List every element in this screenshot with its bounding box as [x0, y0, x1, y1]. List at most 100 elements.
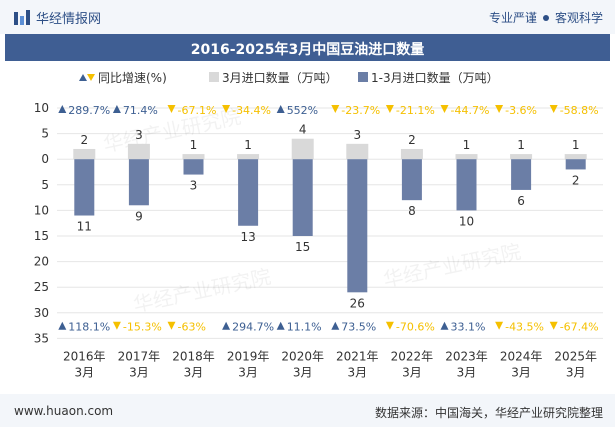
data-label-monthly: 1 [572, 138, 580, 152]
x-tick-label-month: 3月 [511, 365, 531, 379]
x-tick-label-month: 3月 [74, 365, 94, 379]
growth-label-monthly: -21.1% [396, 104, 435, 117]
y-tick-label: 0 [41, 152, 49, 166]
growth-label-monthly-up-arrow-icon [58, 105, 67, 113]
growth-label-monthly-down-arrow-icon [495, 105, 504, 113]
x-tick-label-year: 2025年 [554, 349, 597, 363]
bar-monthly [73, 148, 96, 160]
brand[interactable]: 华经情报网 [14, 8, 101, 27]
y-tick-label: 5 [41, 178, 49, 192]
growth-label-cumulative-up-arrow-icon [58, 321, 67, 330]
bar-cumulative [238, 159, 259, 226]
growth-label-monthly: -58.8% [560, 104, 599, 117]
y-tick-label: 30 [34, 306, 49, 320]
watermark-text: 华经产业研究院 [131, 264, 273, 317]
data-label-monthly: 2 [408, 133, 416, 147]
growth-label-cumulative-down-arrow-icon [549, 321, 558, 330]
tagline: 专业严谨 客观科学 [489, 9, 603, 26]
tagline-left: 专业严谨 [488, 11, 537, 25]
y-tick-label: 35 [34, 331, 49, 345]
y-tick-label: 25 [34, 280, 49, 294]
x-tick-label-year: 2023年 [445, 349, 488, 363]
growth-label-monthly-down-arrow-icon [331, 105, 340, 113]
data-label-monthly: 1 [244, 138, 252, 152]
x-tick-label-month: 3月 [457, 365, 477, 379]
bar-monthly [291, 138, 314, 160]
chart: 同比增速(%) 3月进口数量（万吨） 1-3月进口数量（万吨） 10 5 0 5 10 15 20… [34, 70, 603, 379]
data-label-cumulative: 2 [572, 173, 580, 187]
data-label-monthly: 2 [80, 133, 88, 147]
growth-label-cumulative-down-arrow-icon [385, 321, 394, 330]
bar-monthly [182, 154, 205, 160]
growth-label-monthly: 552% [287, 104, 318, 117]
growth-label-monthly: -67.1% [178, 104, 217, 117]
growth-label-monthly-down-arrow-icon [385, 105, 394, 113]
x-tick-label-month: 3月 [184, 365, 204, 379]
chart-title: 2016-2025年3月中国豆油进口数量 [190, 42, 425, 58]
bar-monthly [564, 154, 587, 160]
title-bar: 2016-2025年3月中国豆油进口数量 [5, 34, 610, 61]
growth-label-monthly: 71.4% [123, 104, 158, 117]
site-link[interactable]: www.huaon.com [14, 404, 114, 418]
bar-cumulative [74, 159, 95, 216]
growth-label-cumulative-up-arrow-icon [276, 321, 285, 330]
y-tick-label: 5 [41, 127, 49, 141]
legend-up-triangle-icon [79, 74, 87, 81]
y-tick-label: 20 [34, 255, 49, 269]
data-source: 数据来源：中国海关，华经产业研究院整理 [374, 406, 603, 420]
growth-label-monthly-up-arrow-icon [112, 105, 121, 113]
x-tick-label-month: 3月 [238, 365, 258, 379]
tagline-right: 客观科学 [554, 11, 603, 25]
y-tick-label: 10 [34, 203, 49, 217]
x-tick-label-year: 2017年 [118, 349, 161, 363]
x-tick-label-month: 3月 [293, 365, 313, 379]
data-label-monthly: 1 [517, 138, 525, 152]
growth-label-monthly: -3.6% [505, 104, 537, 117]
data-label-cumulative: 8 [408, 204, 416, 218]
x-tick-label-month: 3月 [129, 365, 149, 379]
data-label-cumulative: 10 [459, 214, 474, 228]
growth-label-cumulative: 294.7% [232, 321, 274, 334]
bar-monthly [346, 143, 369, 160]
growth-label-monthly-up-arrow-icon [276, 105, 285, 113]
top-bar: 华经情报网 专业严谨 客观科学 [0, 0, 615, 34]
x-tick-label-year: 2016年 [63, 349, 106, 363]
data-label-cumulative: 11 [77, 220, 92, 234]
growth-label-monthly: 289.7% [68, 104, 110, 117]
legend-growth-label: 同比增速(%) [98, 71, 167, 85]
bar-cumulative [347, 159, 368, 293]
bar-monthly [455, 154, 478, 160]
data-label-monthly: 4 [299, 123, 307, 137]
growth-label-cumulative: -63% [178, 321, 206, 334]
x-tick-label-month: 3月 [347, 365, 367, 379]
bar-monthly [237, 154, 260, 160]
data-label-monthly: 1 [463, 138, 471, 152]
watermark-text: 华经产业研究院 [381, 239, 523, 292]
legend-label-monthly: 3月进口数量（万吨） [222, 70, 338, 85]
bar-cumulative [128, 159, 149, 206]
legend-label-cumulative: 1-3月进口数量（万吨） [371, 70, 499, 85]
data-label-monthly: 3 [135, 128, 143, 142]
y-tick-label: 10 [34, 101, 49, 115]
bar-monthly [510, 154, 533, 160]
data-label-monthly: 3 [353, 128, 361, 142]
bar-cumulative [292, 159, 313, 236]
growth-label-monthly-down-arrow-icon [549, 105, 558, 113]
growth-label-cumulative-down-arrow-icon [495, 321, 504, 330]
x-tick-label-year: 2021年 [336, 349, 379, 363]
growth-label-cumulative: -70.6% [396, 321, 435, 334]
growth-label-cumulative-up-arrow-icon [331, 321, 340, 330]
growth-label-monthly: -23.7% [341, 104, 380, 117]
data-label-monthly: 1 [190, 138, 198, 152]
growth-label-cumulative-up-arrow-icon [222, 321, 231, 330]
growth-label-cumulative: 118.1% [68, 321, 110, 334]
x-tick-label-month: 3月 [402, 365, 422, 379]
growth-label-cumulative: -67.4% [560, 321, 599, 334]
legend-down-triangle-icon [87, 74, 95, 81]
brand-name: 华经情报网 [36, 12, 102, 27]
data-label-cumulative: 13 [240, 230, 255, 244]
bar-monthly [400, 148, 423, 160]
x-tick-label-year: 2018年 [172, 349, 215, 363]
dot-icon [542, 15, 549, 21]
